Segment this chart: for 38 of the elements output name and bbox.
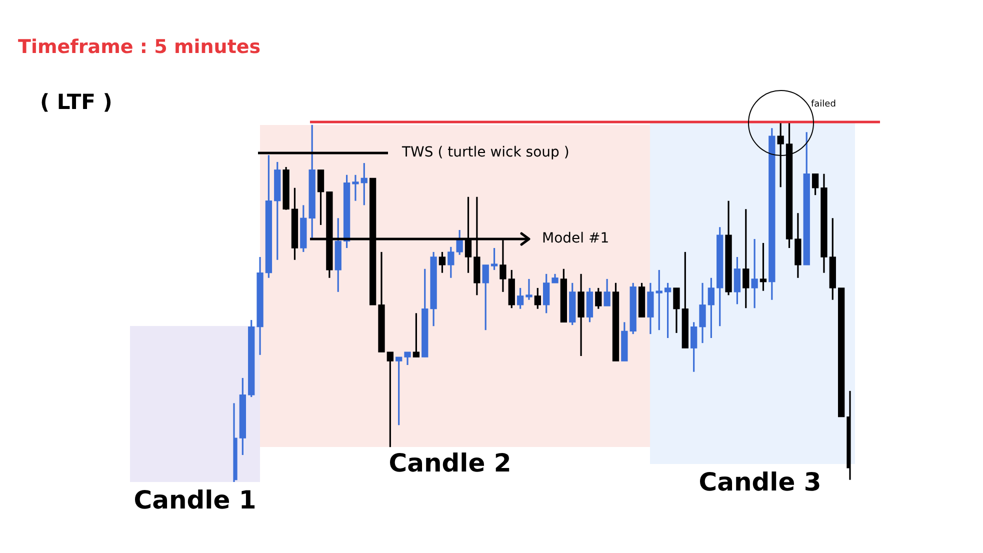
candlestick: [742, 208, 750, 309]
candlestick: [534, 287, 541, 310]
candlestick: [699, 282, 706, 344]
annotation: Candle 3: [698, 468, 822, 496]
candlestick: [360, 162, 368, 206]
candlestick: [490, 247, 498, 271]
candlestick: [656, 269, 662, 331]
ref-line-label: TWS ( turtle wick soup ): [401, 144, 570, 161]
text: Candle 1: [134, 486, 256, 514]
chart-title: Timeframe : 5 minutes: [18, 36, 261, 58]
candlestick: [396, 356, 402, 426]
candlestick: [404, 351, 411, 366]
candlestick: [412, 312, 420, 358]
candlestick: [386, 351, 394, 448]
candlestick: [448, 246, 454, 279]
candlestick: [317, 169, 324, 226]
candlestick: [543, 273, 550, 314]
candlestick: [812, 173, 819, 196]
candlestick: [751, 238, 758, 309]
candlestick: [708, 277, 715, 339]
candlestick: [438, 251, 446, 274]
candlestick: [604, 278, 610, 307]
text: failed: [811, 99, 836, 110]
candlestick: [673, 287, 680, 334]
candlestick: [777, 121, 784, 188]
ref-line-label: Model #1: [542, 230, 610, 247]
candlestick: [352, 174, 359, 202]
candlestick: [595, 287, 602, 310]
chart-subtitle: ( LTF ): [40, 90, 112, 114]
annotation: Candle 2: [388, 448, 512, 478]
candlestick: [482, 264, 489, 331]
candlestick: [760, 242, 767, 292]
candlestick: [734, 256, 741, 305]
candlestick: [526, 278, 532, 301]
candlestick: [690, 321, 698, 373]
candlestick: [664, 282, 672, 339]
candlestick: [516, 287, 524, 310]
candlestick: [456, 229, 463, 256]
